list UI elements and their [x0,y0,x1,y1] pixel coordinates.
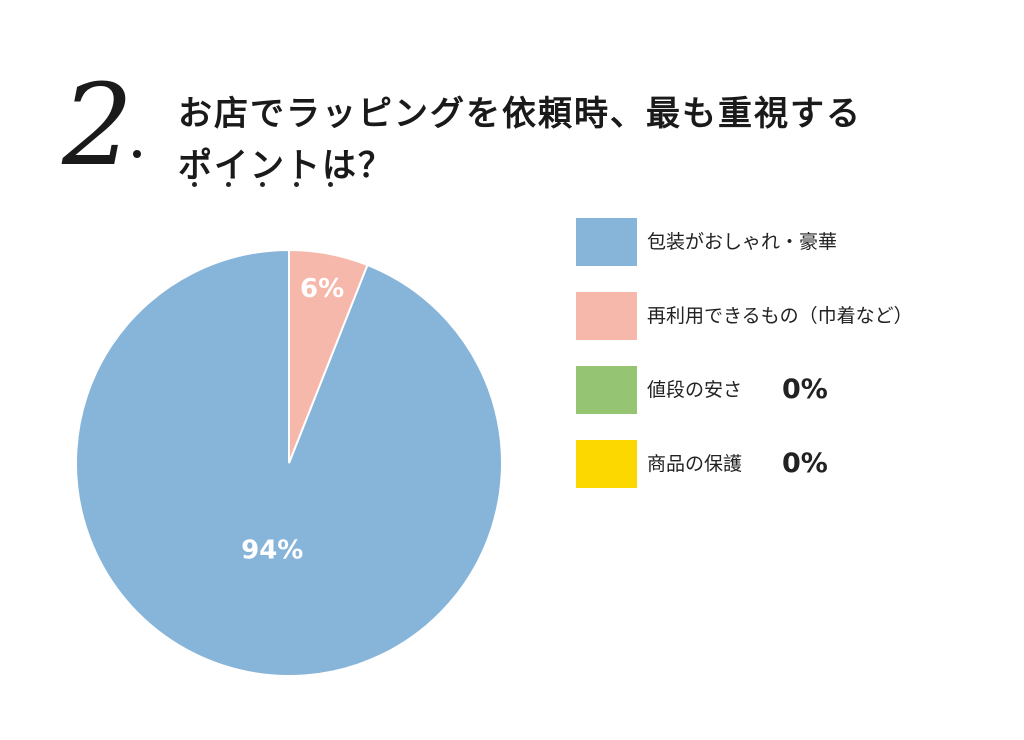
legend-label: 包装がおしゃれ・豪華 [647,231,838,253]
emphasis-dot [226,182,231,187]
legend-percent: 0% [782,448,828,479]
legend-label: 再利用できるもの（巾着など） [647,305,913,327]
legend-swatch [576,292,637,340]
emphasis-dots [178,182,348,187]
legend-swatch [576,218,637,266]
emphasis-dot [260,182,265,187]
pie-slice-1 [288,248,369,464]
question-title-line-1: お店でラッピングを依頼時、最も重視する [178,94,862,134]
question-number-dot [133,150,141,158]
question-number: 2 [62,61,134,191]
legend-swatch [576,440,637,488]
legend-swatch [576,366,637,414]
legend-label: 商品の保護 [647,453,743,475]
emphasis-dot [294,182,299,187]
emphasis-dot [328,182,333,187]
pie-slice-label-1: 6% [300,274,344,304]
legend-percent: 0% [782,374,828,405]
question-title-line-2: ポイントは？ [178,146,394,186]
emphasis-dot [192,182,197,187]
pie-slice-label-0: 94% [241,535,303,565]
legend-label: 値段の安さ [647,379,743,401]
